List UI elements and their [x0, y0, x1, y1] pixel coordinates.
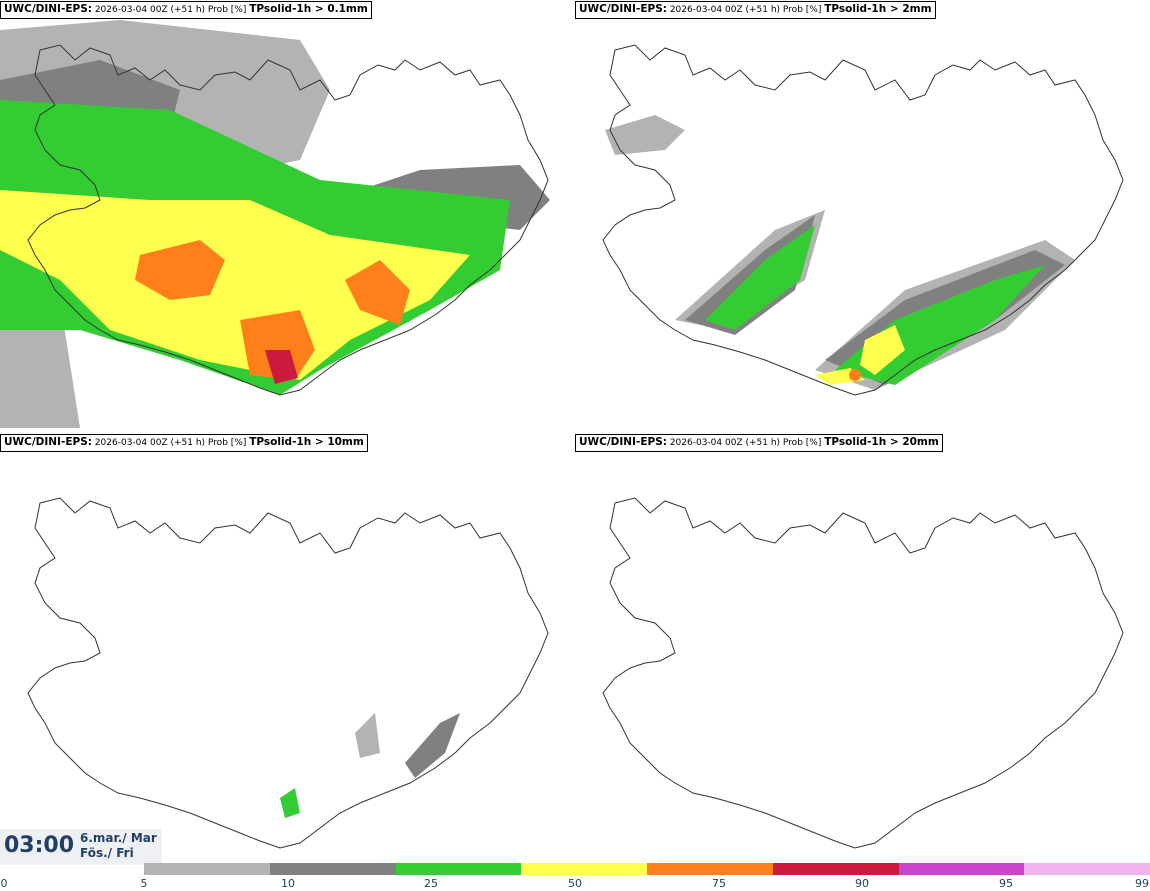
- colorbar-tick-label: 25: [424, 877, 438, 890]
- probability-map-1: [0, 20, 550, 428]
- colorbar-segment: [395, 863, 522, 875]
- colorbar-tick-label: 0: [0, 877, 8, 890]
- valid-day-line: Fös./ Fri: [80, 846, 134, 860]
- colorbar-segment: [772, 863, 899, 875]
- panel-title-2: UWC/DINI-EPS: 2026-03-04 00Z (+51 h) Pro…: [575, 1, 936, 19]
- valid-time-box: [0, 829, 162, 865]
- valid-date: 6.mar./ Mar Fös./ Fri: [80, 831, 157, 861]
- colorbar-tick-label: 95: [999, 877, 1013, 890]
- colorbar-segment: [144, 863, 270, 875]
- probability-map-4: [602, 497, 1124, 849]
- map-panel-3: UWC/DINI-EPS: 2026-03-04 00Z (+51 h) Pro…: [0, 433, 575, 861]
- colorbar-segment: [521, 863, 647, 875]
- colorbar-segment: [269, 863, 396, 875]
- colorbar-tick-label: 5: [140, 877, 148, 890]
- panel-title-1: UWC/DINI-EPS: 2026-03-04 00Z (+51 h) Pro…: [0, 1, 372, 19]
- colorbar-tick-label: 90: [855, 877, 869, 890]
- colorbar-tick-label: 75: [712, 877, 726, 890]
- colorbar-tick-label: 10: [281, 877, 295, 890]
- valid-date-line: 6.mar./ Mar: [80, 831, 157, 845]
- colorbar-segment: [898, 863, 1025, 875]
- probability-map-3: [27, 497, 549, 849]
- colorbar-segment: [647, 863, 773, 875]
- map-panel-1: UWC/DINI-EPS: 2026-03-04 00Z (+51 h) Pro…: [0, 0, 575, 428]
- probability-map-2: [602, 44, 1124, 396]
- map-panel-2: UWC/DINI-EPS: 2026-03-04 00Z (+51 h) Pro…: [575, 0, 1150, 428]
- colorbar-tick-label: 50: [568, 877, 582, 890]
- colorbar: [144, 863, 1150, 875]
- colorbar-tick-label: 99: [1135, 877, 1149, 890]
- panel-title-3: UWC/DINI-EPS: 2026-03-04 00Z (+51 h) Pro…: [0, 434, 368, 452]
- map-panel-4: UWC/DINI-EPS: 2026-03-04 00Z (+51 h) Pro…: [575, 433, 1150, 861]
- valid-time: 03:00: [4, 833, 75, 858]
- colorbar-segment: [1024, 863, 1150, 875]
- panel-title-4: UWC/DINI-EPS: 2026-03-04 00Z (+51 h) Pro…: [575, 434, 943, 452]
